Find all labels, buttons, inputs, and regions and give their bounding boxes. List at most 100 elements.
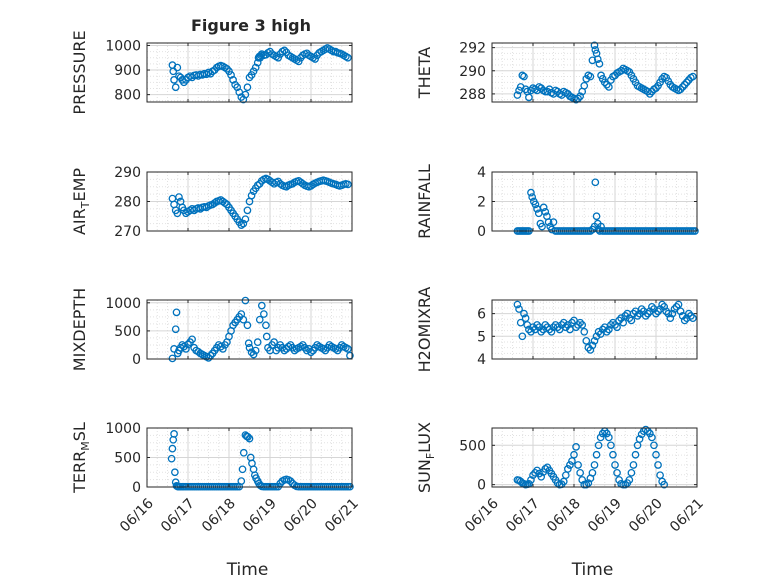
- data-point: [643, 309, 652, 318]
- data-point: [588, 56, 597, 65]
- data-point: [674, 300, 683, 309]
- data-point: [276, 179, 285, 188]
- data-point: [541, 465, 550, 473]
- data-point: [311, 55, 319, 63]
- y-tick-label: 500: [114, 324, 141, 340]
- data-point: [527, 327, 535, 336]
- data-point: [251, 346, 260, 355]
- y-tick-label: 280: [114, 195, 141, 211]
- data-point: [602, 429, 611, 438]
- data-point: [592, 450, 601, 459]
- data-point: [531, 468, 539, 477]
- data-point: [202, 203, 211, 212]
- data-point: [652, 84, 660, 92]
- data-point: [588, 468, 597, 477]
- data-point: [625, 476, 634, 484]
- data-point: [274, 177, 283, 186]
- data-point: [598, 429, 607, 438]
- data-point: [244, 339, 253, 348]
- data-point: [652, 309, 660, 318]
- x-axis-label: Time: [226, 560, 269, 580]
- data-point: [604, 325, 613, 334]
- data-point: [570, 450, 578, 459]
- data-point: [611, 321, 619, 329]
- data-point: [597, 222, 605, 231]
- subplot-6: 4 5 6 H2OMIXRA: [415, 287, 698, 372]
- subplot-5: 0 500 1000 MIXDEPTH: [70, 288, 354, 371]
- y-tick-label: 0: [477, 224, 486, 240]
- subplot-3: 270 280 290 AIRTEMP: [70, 165, 353, 240]
- data-point: [280, 46, 289, 55]
- data-point: [648, 433, 656, 442]
- data-point: [686, 312, 695, 320]
- data-point: [282, 182, 291, 191]
- data-point: [229, 76, 237, 84]
- data-point: [609, 450, 617, 459]
- data-point: [619, 318, 628, 327]
- data-point: [171, 83, 180, 92]
- data-point: [170, 430, 178, 438]
- y-tick-label: 270: [114, 224, 141, 240]
- data-point: [617, 314, 626, 323]
- data-point: [245, 343, 254, 352]
- data-point: [520, 309, 528, 318]
- y-tick-label: 0: [477, 478, 486, 494]
- data-point: [544, 218, 553, 226]
- data-point: [584, 343, 593, 352]
- data-point: [245, 434, 254, 443]
- data-point: [627, 316, 636, 325]
- data-point: [559, 318, 568, 327]
- y-tick-label: 290: [459, 64, 486, 80]
- data-point: [650, 441, 658, 450]
- data-point: [613, 468, 621, 477]
- data-point: [582, 480, 591, 489]
- y-axis-label: TERRMSL: [70, 422, 92, 494]
- y-tick-label: 500: [459, 438, 486, 454]
- data-point: [604, 83, 613, 91]
- data-point: [631, 450, 640, 459]
- y-tick-label: 0: [132, 480, 141, 496]
- data-point: [204, 354, 213, 362]
- data-point: [654, 461, 662, 469]
- data-point: [239, 95, 248, 104]
- data-point: [580, 327, 589, 336]
- data-point: [188, 335, 196, 344]
- axes-box: [491, 427, 698, 488]
- data-point: [516, 318, 525, 327]
- data-point: [284, 342, 293, 351]
- data-point: [680, 316, 689, 325]
- data-point: [528, 193, 537, 201]
- data-point: [243, 206, 252, 215]
- data-point: [344, 53, 352, 62]
- y-tick-label: 292: [459, 41, 486, 57]
- data-point: [533, 321, 541, 329]
- data-point: [595, 59, 604, 68]
- y-axis-label: AIRTEMP: [70, 168, 92, 235]
- data-point: [294, 57, 303, 66]
- data-point: [613, 323, 621, 332]
- x-axis-label: Time: [571, 560, 614, 580]
- data-point: [563, 465, 572, 473]
- data-point: [237, 221, 246, 229]
- data-point: [286, 477, 295, 485]
- data-point: [553, 323, 562, 332]
- data-point: [225, 67, 233, 76]
- data-point: [537, 327, 546, 336]
- axes-box: [146, 299, 353, 360]
- data-point: [629, 461, 638, 469]
- data-point: [307, 348, 315, 357]
- data-point: [588, 341, 597, 350]
- axes-box: [491, 42, 698, 103]
- data-point: [594, 441, 603, 450]
- data-point: [621, 312, 630, 320]
- data-point: [180, 342, 188, 351]
- data-point: [241, 296, 250, 305]
- data-point: [652, 450, 660, 459]
- y-tick-label: 1000: [105, 296, 141, 312]
- data-point: [637, 305, 646, 313]
- data-point: [239, 315, 248, 324]
- data-point: [244, 432, 252, 441]
- data-point: [633, 312, 642, 320]
- data-point: [331, 345, 340, 353]
- data-point: [527, 476, 535, 484]
